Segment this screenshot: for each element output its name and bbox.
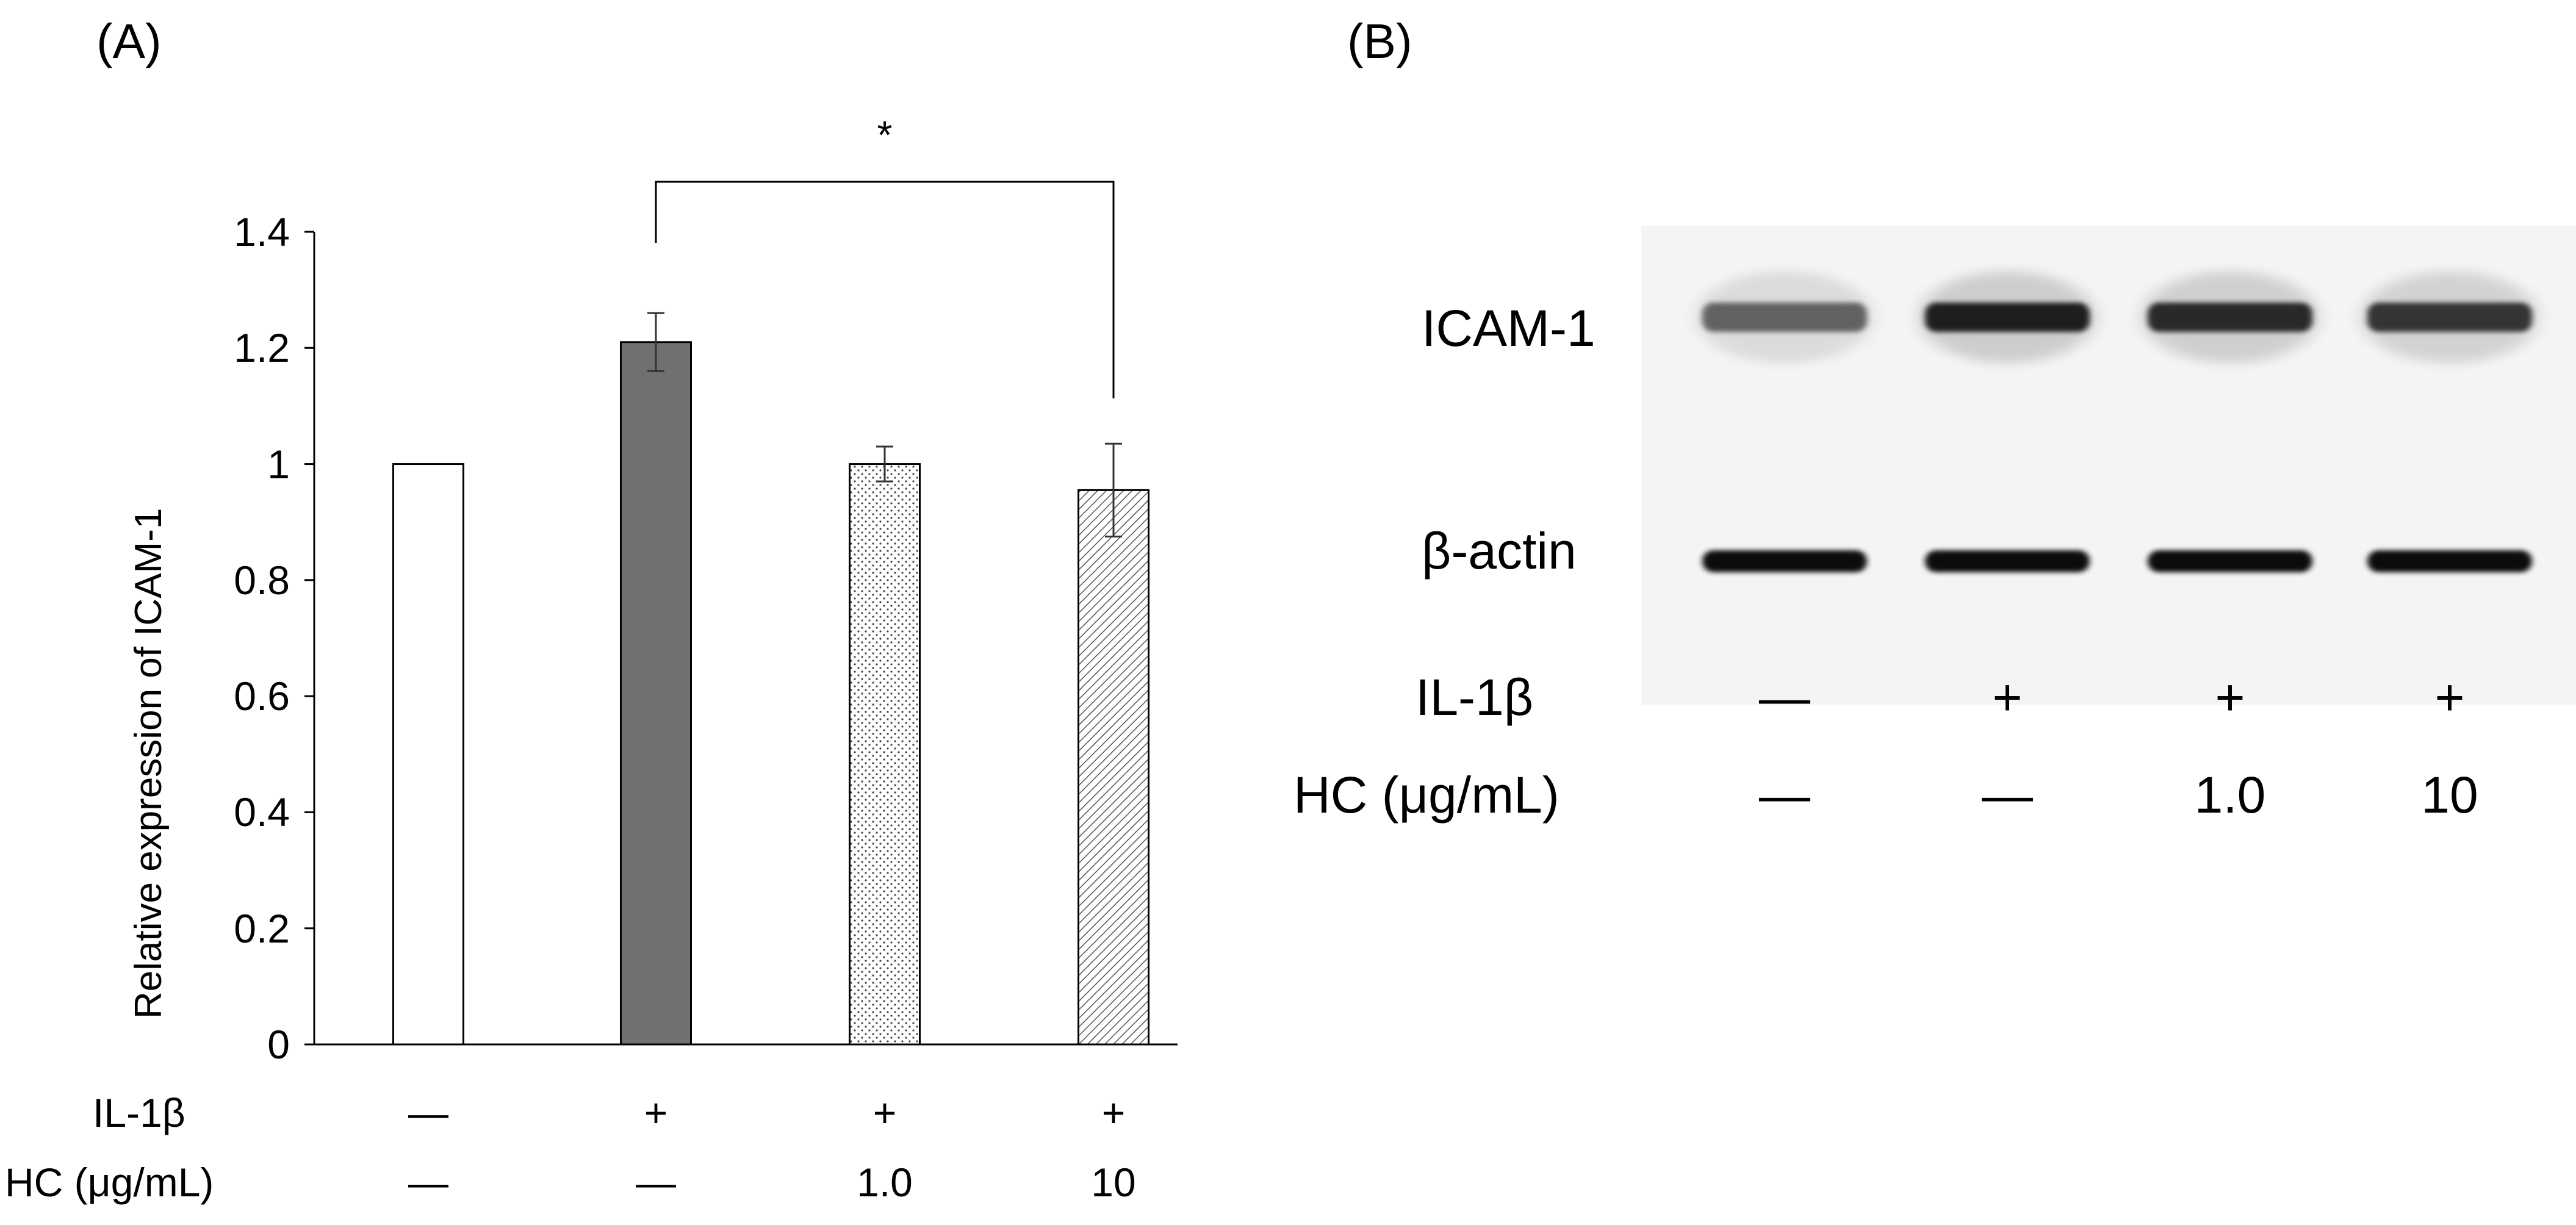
blot-band-beta-actin-lane-4 [2367, 550, 2532, 572]
blot-band-icam1-lane-1 [1696, 271, 1873, 363]
western-blot-image [1696, 271, 2538, 572]
y-tick-label: 0 [267, 1022, 290, 1067]
chart-hc-value: — [408, 1160, 448, 1205]
error-bar-2 [647, 312, 664, 372]
blot-hc-value: 10 [2421, 766, 2478, 824]
chart-il1b-value: — [408, 1090, 448, 1135]
blot-band-beta-actin-lane-1 [1702, 550, 1867, 572]
blot-band-beta-actin-lane-3 [2148, 550, 2312, 572]
blot-label-beta-actin: β-actin [1422, 522, 1577, 580]
chart-hc-value: 10 [1091, 1160, 1136, 1205]
chart-hc-label: HC (μg/mL) [5, 1160, 214, 1205]
panel-b-label: (B) [1347, 14, 1412, 68]
chart-il1b-value: + [1101, 1090, 1126, 1135]
y-tick-label: 0.2 [234, 905, 290, 951]
error-bar-4 [1105, 442, 1122, 537]
blot-band-icam1-lane-3 [2142, 271, 2319, 363]
y-tick-label: 1.2 [234, 325, 290, 371]
significance-bracket: * [655, 113, 1115, 398]
chart-il1b-value: + [872, 1090, 897, 1135]
chart-error-bars [647, 312, 1122, 537]
error-bar-3 [876, 445, 893, 483]
bar-chart: * [304, 113, 1178, 1046]
y-tick-label: 0.8 [234, 557, 290, 603]
blot-il1b-value: — [1759, 669, 1810, 726]
blot-il1b-label: IL-1β [1416, 669, 1534, 726]
blot-band-icam1-lane-2 [1919, 271, 2096, 363]
significance-star: * [877, 113, 893, 157]
y-tick-label: 0.4 [234, 789, 290, 835]
y-tick-label: 1 [267, 441, 290, 487]
blot-hc-label: HC (μg/mL) [1293, 766, 1560, 824]
bar-2 [620, 341, 692, 1046]
blot-hc-value: 1.0 [2194, 766, 2266, 824]
blot-band-icam1-lane-4 [2361, 271, 2538, 363]
chart-hc-value: — [636, 1160, 676, 1205]
blot-il1b-value: + [2215, 669, 2245, 726]
bar-3 [849, 463, 921, 1046]
bar-1 [392, 463, 464, 1046]
panel-a-label: (A) [96, 14, 162, 68]
y-tick-label: 0.6 [234, 674, 290, 719]
blot-label-icam1: ICAM-1 [1422, 300, 1596, 357]
blot-hc-value: — [1759, 766, 1810, 824]
blot-il1b-value: + [2434, 669, 2465, 726]
blot-band-beta-actin-lane-2 [1925, 550, 2090, 572]
chart-bars [392, 341, 1149, 1046]
y-tick-label: 1.4 [234, 209, 290, 254]
bar-4 [1078, 489, 1149, 1046]
blot-hc-value: — [1982, 766, 2033, 824]
chart-il1b-value: + [644, 1090, 668, 1135]
chart-hc-value: 1.0 [857, 1160, 913, 1205]
chart-il1b-label: IL-1β [93, 1090, 185, 1135]
blot-il1b-value: + [1992, 669, 2023, 726]
bracket-line [655, 181, 1115, 398]
